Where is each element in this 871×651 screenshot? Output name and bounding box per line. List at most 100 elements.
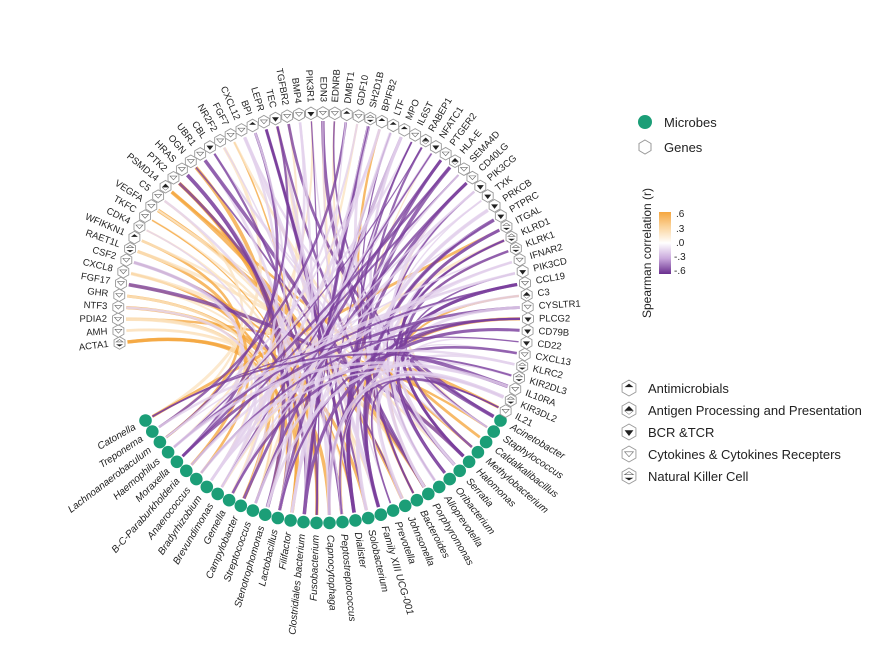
gene-node <box>398 123 411 137</box>
gene-node <box>466 170 479 185</box>
correlation-link <box>231 132 286 494</box>
gene-label: BPI <box>238 99 254 117</box>
gene-label: C3 <box>537 287 550 299</box>
gene-node <box>481 189 494 203</box>
gene-node <box>429 140 442 154</box>
microbe-node <box>211 487 224 501</box>
gene-node <box>113 288 126 303</box>
correlation-link <box>151 146 262 418</box>
gene-label: EDN3 <box>317 77 328 102</box>
gene-node <box>152 189 165 203</box>
correlation-link <box>178 182 344 515</box>
gene-node <box>113 336 126 350</box>
legend-antimicrobials: Antimicrobials <box>618 377 862 399</box>
colorbar-title: Spearman correlation (r) <box>640 187 654 318</box>
gene-node <box>504 393 517 408</box>
microbe-label: Filifactor <box>277 531 294 571</box>
correlation-link <box>327 372 505 515</box>
gene-node <box>499 404 512 418</box>
gene-label: NTF3 <box>83 300 107 312</box>
legend-genes: Genes <box>634 136 717 158</box>
gene-node <box>505 230 518 245</box>
correlation-link <box>173 147 423 448</box>
gene-node <box>246 118 259 133</box>
gene-node <box>474 179 487 194</box>
gene-node <box>419 133 432 148</box>
correlation-link <box>291 191 475 513</box>
correlation-link <box>400 337 519 466</box>
gene-node <box>328 106 341 121</box>
microbe-node <box>398 499 412 513</box>
legend-antimicrobials-label: Antimicrobials <box>648 380 729 396</box>
gene-node <box>516 264 529 279</box>
microbe-node <box>422 487 435 501</box>
microbe-node <box>161 445 175 459</box>
colorbar-tick: .6 <box>676 209 685 220</box>
node-type-legend: Microbes Genes <box>634 111 717 158</box>
gene-node <box>112 312 124 326</box>
gene-node <box>194 147 207 161</box>
correlation-link <box>137 249 248 466</box>
microbe-node <box>479 435 493 449</box>
gene-label: GDF10 <box>355 74 371 106</box>
gene-node <box>316 106 329 120</box>
gene-label: CYSLTR1 <box>538 299 581 312</box>
gene-node <box>519 276 531 290</box>
microbe-node <box>146 425 159 438</box>
legend-antigen-processing: Antigen Processing and Presentation <box>618 399 862 421</box>
gene-node <box>449 154 461 168</box>
correlation-link <box>409 356 509 419</box>
correlation-link <box>287 123 495 418</box>
gene-node <box>509 382 522 396</box>
legend-cytokines-label: Cytokines & Cytokines Recepters <box>648 446 841 462</box>
gene-node <box>133 219 146 234</box>
microbe-node <box>153 435 167 449</box>
correlation-link <box>186 173 286 508</box>
gene-node <box>139 209 151 223</box>
gene-label: GHR <box>87 286 109 299</box>
gene-node <box>305 106 317 121</box>
legend-bcr-tcr: BCR &TCR <box>618 421 862 443</box>
gene-node <box>281 109 294 123</box>
microbe-node <box>234 499 248 513</box>
correlation-link <box>165 126 289 439</box>
gene-node <box>375 114 388 129</box>
gene-node <box>520 335 533 350</box>
legend-bcr-tcr-label: BCR &TCR <box>648 424 715 440</box>
gene-label: PLCG2 <box>539 313 570 324</box>
gene-node <box>112 300 125 314</box>
correlation-link <box>310 121 320 515</box>
legend-cytokines: Cytokines & Cytokines Recepters <box>618 443 862 465</box>
gene-node <box>522 312 534 326</box>
microbe-node <box>443 472 457 486</box>
gene-label: CCL19 <box>535 271 566 287</box>
microbe-node <box>336 515 349 529</box>
microbe-node <box>386 504 400 517</box>
gene-node <box>128 230 141 245</box>
microbe-node <box>222 493 236 507</box>
microbe-node <box>297 515 310 529</box>
gene-node <box>120 253 133 267</box>
gene-node <box>159 179 172 194</box>
microbe-dot-icon <box>634 114 656 130</box>
correlation-link <box>302 328 520 515</box>
gene-node <box>124 241 136 256</box>
legend-genes-label: Genes <box>664 139 703 155</box>
gene-node <box>293 107 305 122</box>
microbe-node <box>284 514 297 527</box>
gene-node <box>175 162 188 177</box>
gene-node <box>340 107 353 122</box>
microbe-node <box>453 464 467 478</box>
colorbar-tick: .3 <box>676 224 685 235</box>
gene-node <box>387 118 400 133</box>
correlation-link <box>392 305 520 482</box>
correlation-link <box>181 166 451 458</box>
legend-microbes-label: Microbes <box>664 114 717 130</box>
microbe-node <box>258 508 272 521</box>
gene-node <box>516 359 529 374</box>
gene-node <box>500 219 513 234</box>
correlation-link <box>158 122 348 429</box>
gene-label: TEC <box>263 88 278 109</box>
